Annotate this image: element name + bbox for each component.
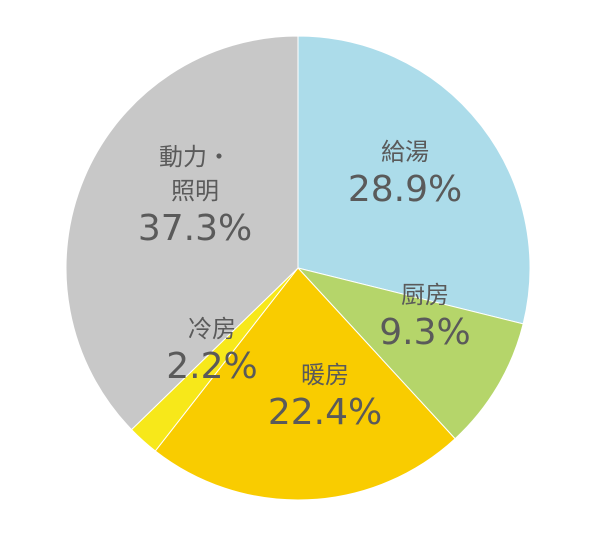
category-label: 厨房 xyxy=(401,281,449,309)
slice-label: 動力・照明 37.3% xyxy=(138,140,252,250)
slice-label: 冷房 2.2% xyxy=(166,312,257,388)
pie-slice xyxy=(65,35,299,431)
pie-slice xyxy=(297,35,531,325)
slice-label: 暖房 22.4% xyxy=(268,358,382,434)
value-label: 22.4% xyxy=(267,392,383,433)
category-label: 冷房 xyxy=(188,315,236,343)
value-label: 28.9% xyxy=(347,169,463,210)
pie-slice xyxy=(296,267,524,440)
pie-slice xyxy=(154,267,456,501)
slice-label: 給湯 28.9% xyxy=(348,135,462,211)
value-label: 37.3% xyxy=(137,208,253,249)
category-label: 動力・照明 xyxy=(158,143,231,205)
value-label: 2.2% xyxy=(166,346,258,387)
category-label: 給湯 xyxy=(381,138,429,166)
slice-label: 厨房 9.3% xyxy=(379,278,470,354)
category-label: 暖房 xyxy=(301,361,349,389)
value-label: 9.3% xyxy=(379,312,471,353)
